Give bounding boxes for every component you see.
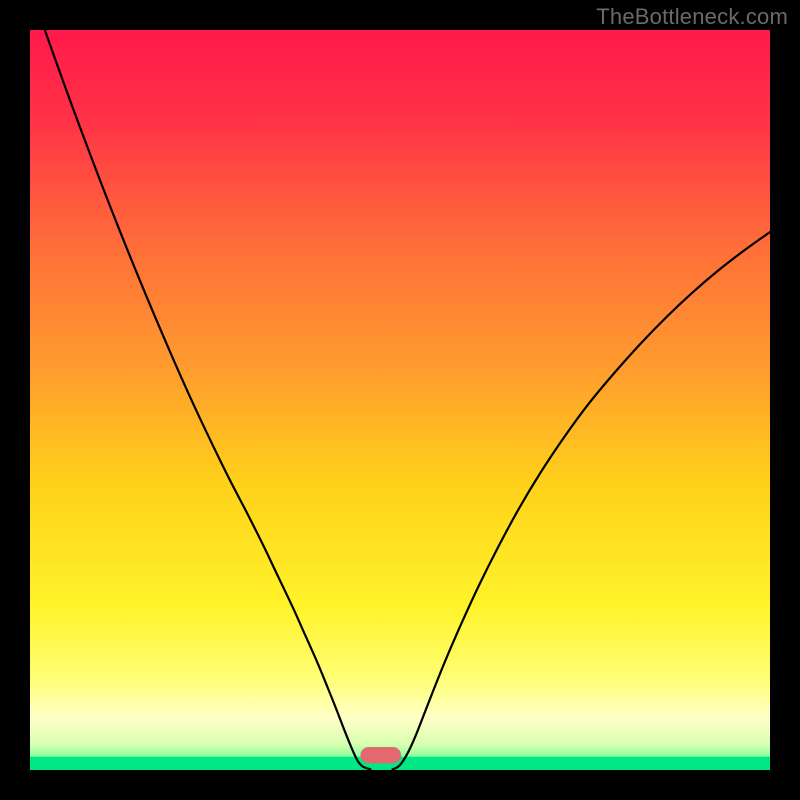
bottleneck-chart — [0, 0, 800, 800]
plot-background — [30, 30, 770, 770]
optimum-marker — [360, 747, 401, 763]
watermark-text: TheBottleneck.com — [596, 4, 788, 30]
